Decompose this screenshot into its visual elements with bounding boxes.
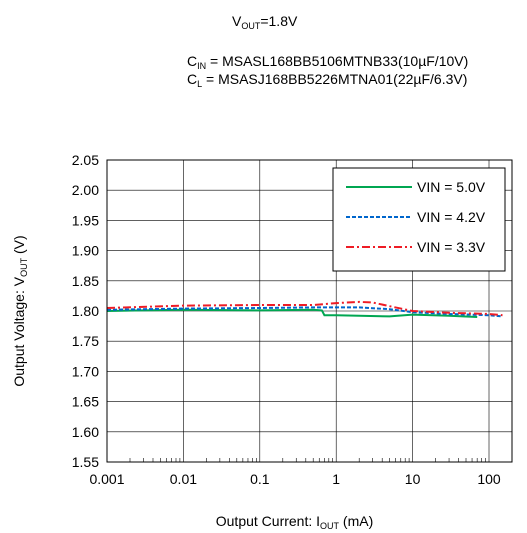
- y-tick-label: 1.85: [72, 273, 99, 289]
- y-tick-label: 2.00: [72, 182, 99, 198]
- legend-entry: VIN = 5.0V: [417, 179, 486, 195]
- series-line: [106, 306, 503, 318]
- y-tick-label: 1.65: [72, 394, 99, 410]
- tick-labels: 1.55 1.60 1.65 1.70 1.75 1.80 1.85 1.90 1.95 2.00…: [72, 152, 501, 487]
- y-tick-label: 1.55: [72, 454, 99, 470]
- x-tick-label: 100: [477, 471, 501, 487]
- cl-spec: CL = MSASJ168BB5226MTNA01(22µF/6.3V): [187, 71, 467, 89]
- x-tick-label: 0.001: [89, 471, 124, 487]
- y-axis-label: Output Voltage: VOUT (V): [11, 235, 29, 386]
- series-line: [106, 300, 503, 317]
- vout-spec: VOUT=1.8V: [232, 13, 298, 31]
- legend-box: [332, 167, 506, 272]
- series-layer: [106, 300, 503, 318]
- legend-entry: VIN = 4.2V: [417, 209, 486, 225]
- x-tick-label: 0.01: [170, 471, 197, 487]
- plot-frame: [106, 159, 513, 463]
- x-axis-label: Output Current: IOUT (mA): [216, 513, 374, 531]
- y-tick-label: 1.70: [72, 363, 99, 379]
- y-tick-label: 1.95: [72, 212, 99, 228]
- cin-spec: CIN = MSASL168BB5106MTNB33(10µF/10V): [187, 53, 468, 71]
- x-tick-label: 0.1: [250, 471, 270, 487]
- series-line: [106, 308, 478, 318]
- legend: VIN = 5.0V VIN = 4.2V VIN = 3.3V: [332, 167, 506, 272]
- y-tick-label: 1.80: [72, 303, 99, 319]
- y-tick-label: 2.05: [72, 152, 99, 168]
- y-tick-label: 1.90: [72, 243, 99, 259]
- x-tick-label: 10: [405, 471, 421, 487]
- y-tick-label: 1.60: [72, 424, 99, 440]
- y-tick-label: 1.75: [72, 333, 99, 349]
- legend-entry: VIN = 3.3V: [417, 239, 486, 255]
- x-tick-label: 1: [332, 471, 340, 487]
